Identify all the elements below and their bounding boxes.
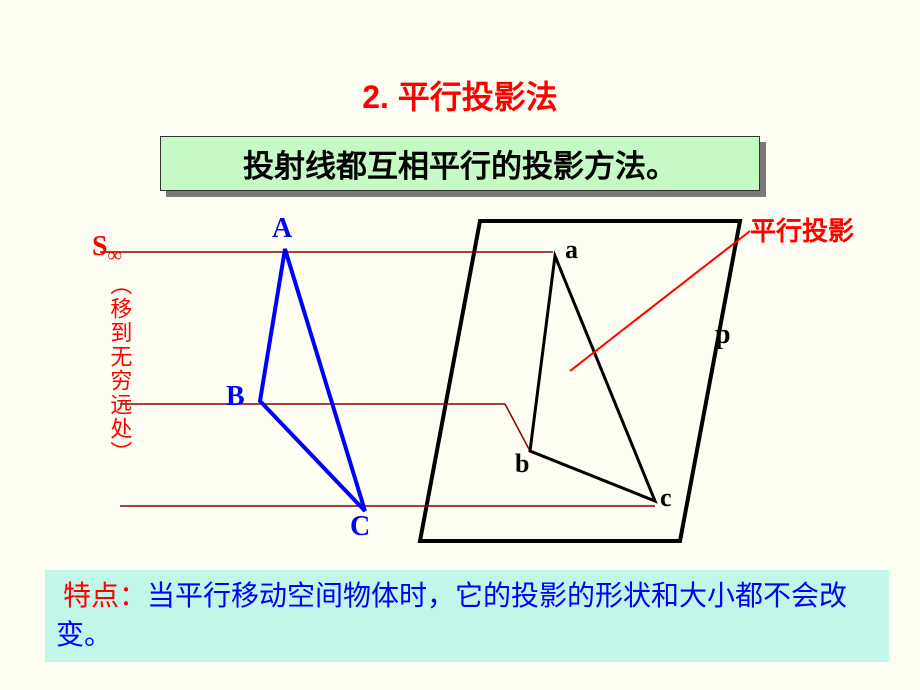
source-note: （移到无穷远处） xyxy=(106,273,132,465)
slide-title: 2. 平行投影法 xyxy=(0,0,920,118)
projection-type-label: 平行投影 xyxy=(750,211,854,248)
feature-body: 当平行移动空间物体时，它的投影的形状和大小都不会改变。 xyxy=(56,581,847,651)
subtitle-text: 投射线都互相平行的投影方法。 xyxy=(160,136,760,191)
diagram: S∞ （移到无穷远处） A B C a b c p 平行投影 xyxy=(60,211,860,561)
subtitle-box: 投射线都互相平行的投影方法。 xyxy=(160,136,760,191)
source-label: S∞ xyxy=(92,231,122,268)
projection-plane xyxy=(420,221,740,541)
ray-b-ext xyxy=(505,404,530,451)
feature-box: 特点：当平行移动空间物体时，它的投影的形状和大小都不会改变。 xyxy=(45,570,889,662)
label-c: c xyxy=(660,483,672,513)
feature-prefix: 特点： xyxy=(63,581,147,612)
label-b: b xyxy=(515,449,529,479)
triangle-2d xyxy=(530,256,655,501)
label-p: p xyxy=(715,319,731,351)
label-C: C xyxy=(350,511,370,543)
label-B: B xyxy=(226,381,245,413)
label-A: A xyxy=(272,213,292,245)
triangle-3d xyxy=(260,249,365,511)
diagram-svg xyxy=(60,211,860,561)
label-a: a xyxy=(565,235,578,265)
